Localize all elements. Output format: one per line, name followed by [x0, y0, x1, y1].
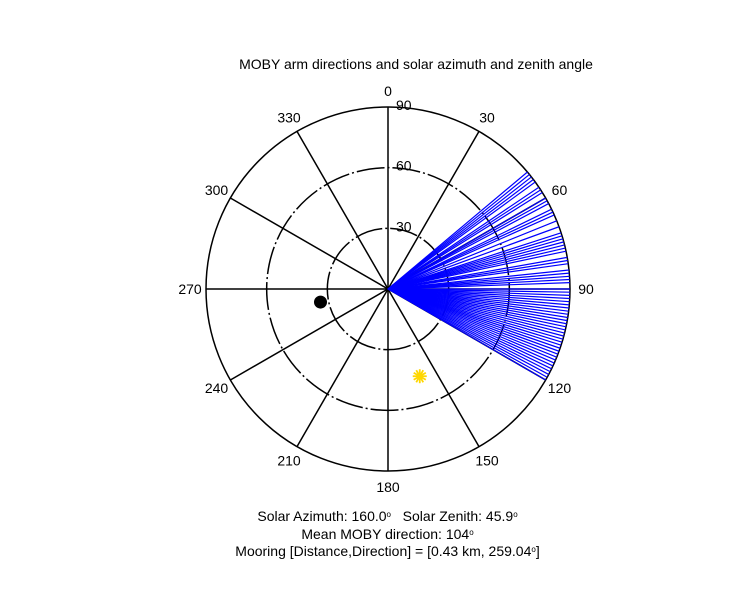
- sun-ray: [415, 369, 420, 375]
- azimuth-label-90: 90: [578, 281, 594, 297]
- spoke-240: [230, 288, 389, 381]
- arm-line-30: [387, 282, 570, 290]
- zenith-ring-label-30: 30: [396, 218, 412, 234]
- azimuth-label-300: 300: [205, 182, 229, 198]
- spoke-150: [387, 288, 480, 447]
- arm-line-14: [387, 220, 557, 290]
- arm-line-15: [387, 226, 560, 290]
- azimuth-label-210: 210: [277, 452, 301, 468]
- solar-azimuth-text: Solar Azimuth: 160.0: [257, 508, 387, 524]
- mean-direction-caption: Mean MOBY direction: 104o: [0, 526, 750, 542]
- markers: [314, 295, 427, 384]
- sun-ray: [415, 378, 420, 383]
- zenith-ring-label-60: 60: [396, 158, 412, 174]
- degree-mark: o: [513, 510, 518, 519]
- sun-core: [416, 372, 424, 380]
- azimuth-label-60: 60: [552, 182, 568, 198]
- degree-mark: o: [531, 545, 536, 554]
- azimuth-label-120: 120: [548, 380, 572, 396]
- azimuth-label-270: 270: [178, 281, 202, 297]
- arm-line-4: [387, 181, 536, 290]
- spoke-30: [387, 131, 480, 290]
- mooring-text: Mooring [Distance,Direction] = [0.43 km,…: [235, 543, 532, 559]
- arm-line-7: [387, 192, 543, 290]
- arm-line-13: [387, 214, 555, 290]
- mooring-suffix: ]: [535, 543, 540, 559]
- azimuth-label-240: 240: [205, 380, 229, 396]
- zenith-ring-label-90: 90: [396, 97, 412, 113]
- spoke-330: [296, 131, 389, 290]
- solar-angles-caption: Solar Azimuth: 160.0o Solar Zenith: 45.9…: [0, 508, 750, 524]
- sun-ray: [421, 371, 427, 376]
- solar-zenith-text: Solar Zenith: 45.9: [402, 508, 514, 524]
- degree-mark: o: [386, 510, 391, 519]
- azimuth-label-330: 330: [277, 110, 301, 126]
- sun-ray: [420, 369, 425, 375]
- arm-line-10: [387, 203, 549, 290]
- arm-line-22: [387, 250, 567, 290]
- sun-marker: [412, 369, 427, 384]
- arm-line-25: [387, 263, 569, 290]
- azimuth-label-180: 180: [376, 479, 400, 495]
- azimuth-label-0: 0: [384, 83, 392, 99]
- arm-line-61: [387, 288, 546, 381]
- mean-direction-text: Mean MOBY direction: 104: [301, 526, 470, 542]
- azimuth-label-150: 150: [475, 452, 499, 468]
- azimuth-tick-labels: 0 30 60 90 120 150 180 210 240 270 300 330: [178, 83, 594, 495]
- arm-direction-lines: [387, 171, 570, 381]
- sun-ray: [413, 376, 418, 381]
- mooring-marker: [314, 295, 327, 309]
- mooring-caption: Mooring [Distance,Direction] = [0.43 km,…: [0, 543, 750, 559]
- azimuth-label-30: 30: [479, 110, 495, 126]
- zenith-ring-labels: 30 60 90: [396, 97, 412, 234]
- chart-title: MOBY arm directions and solar azimuth an…: [239, 56, 593, 72]
- sun-ray: [413, 371, 418, 376]
- sun-ray: [421, 376, 427, 381]
- sun-ray: [420, 378, 425, 383]
- spoke-210: [296, 288, 389, 447]
- degree-mark: o: [469, 528, 474, 537]
- spoke-300: [230, 197, 389, 290]
